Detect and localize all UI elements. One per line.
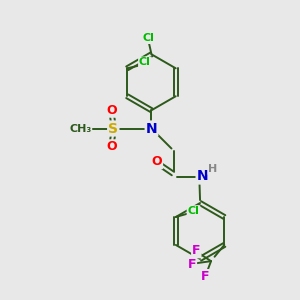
Text: S: S bbox=[108, 122, 118, 136]
Text: O: O bbox=[106, 140, 117, 153]
Text: CH₃: CH₃ bbox=[69, 124, 91, 134]
Text: H: H bbox=[208, 164, 217, 174]
Text: O: O bbox=[152, 155, 162, 168]
Text: N: N bbox=[196, 169, 208, 184]
Text: Cl: Cl bbox=[142, 33, 154, 43]
Text: F: F bbox=[188, 258, 196, 271]
Text: Cl: Cl bbox=[139, 57, 151, 68]
Text: Cl: Cl bbox=[188, 206, 200, 216]
Text: F: F bbox=[192, 244, 201, 257]
Text: F: F bbox=[201, 270, 209, 283]
Text: N: N bbox=[146, 122, 157, 136]
Text: O: O bbox=[106, 104, 117, 117]
